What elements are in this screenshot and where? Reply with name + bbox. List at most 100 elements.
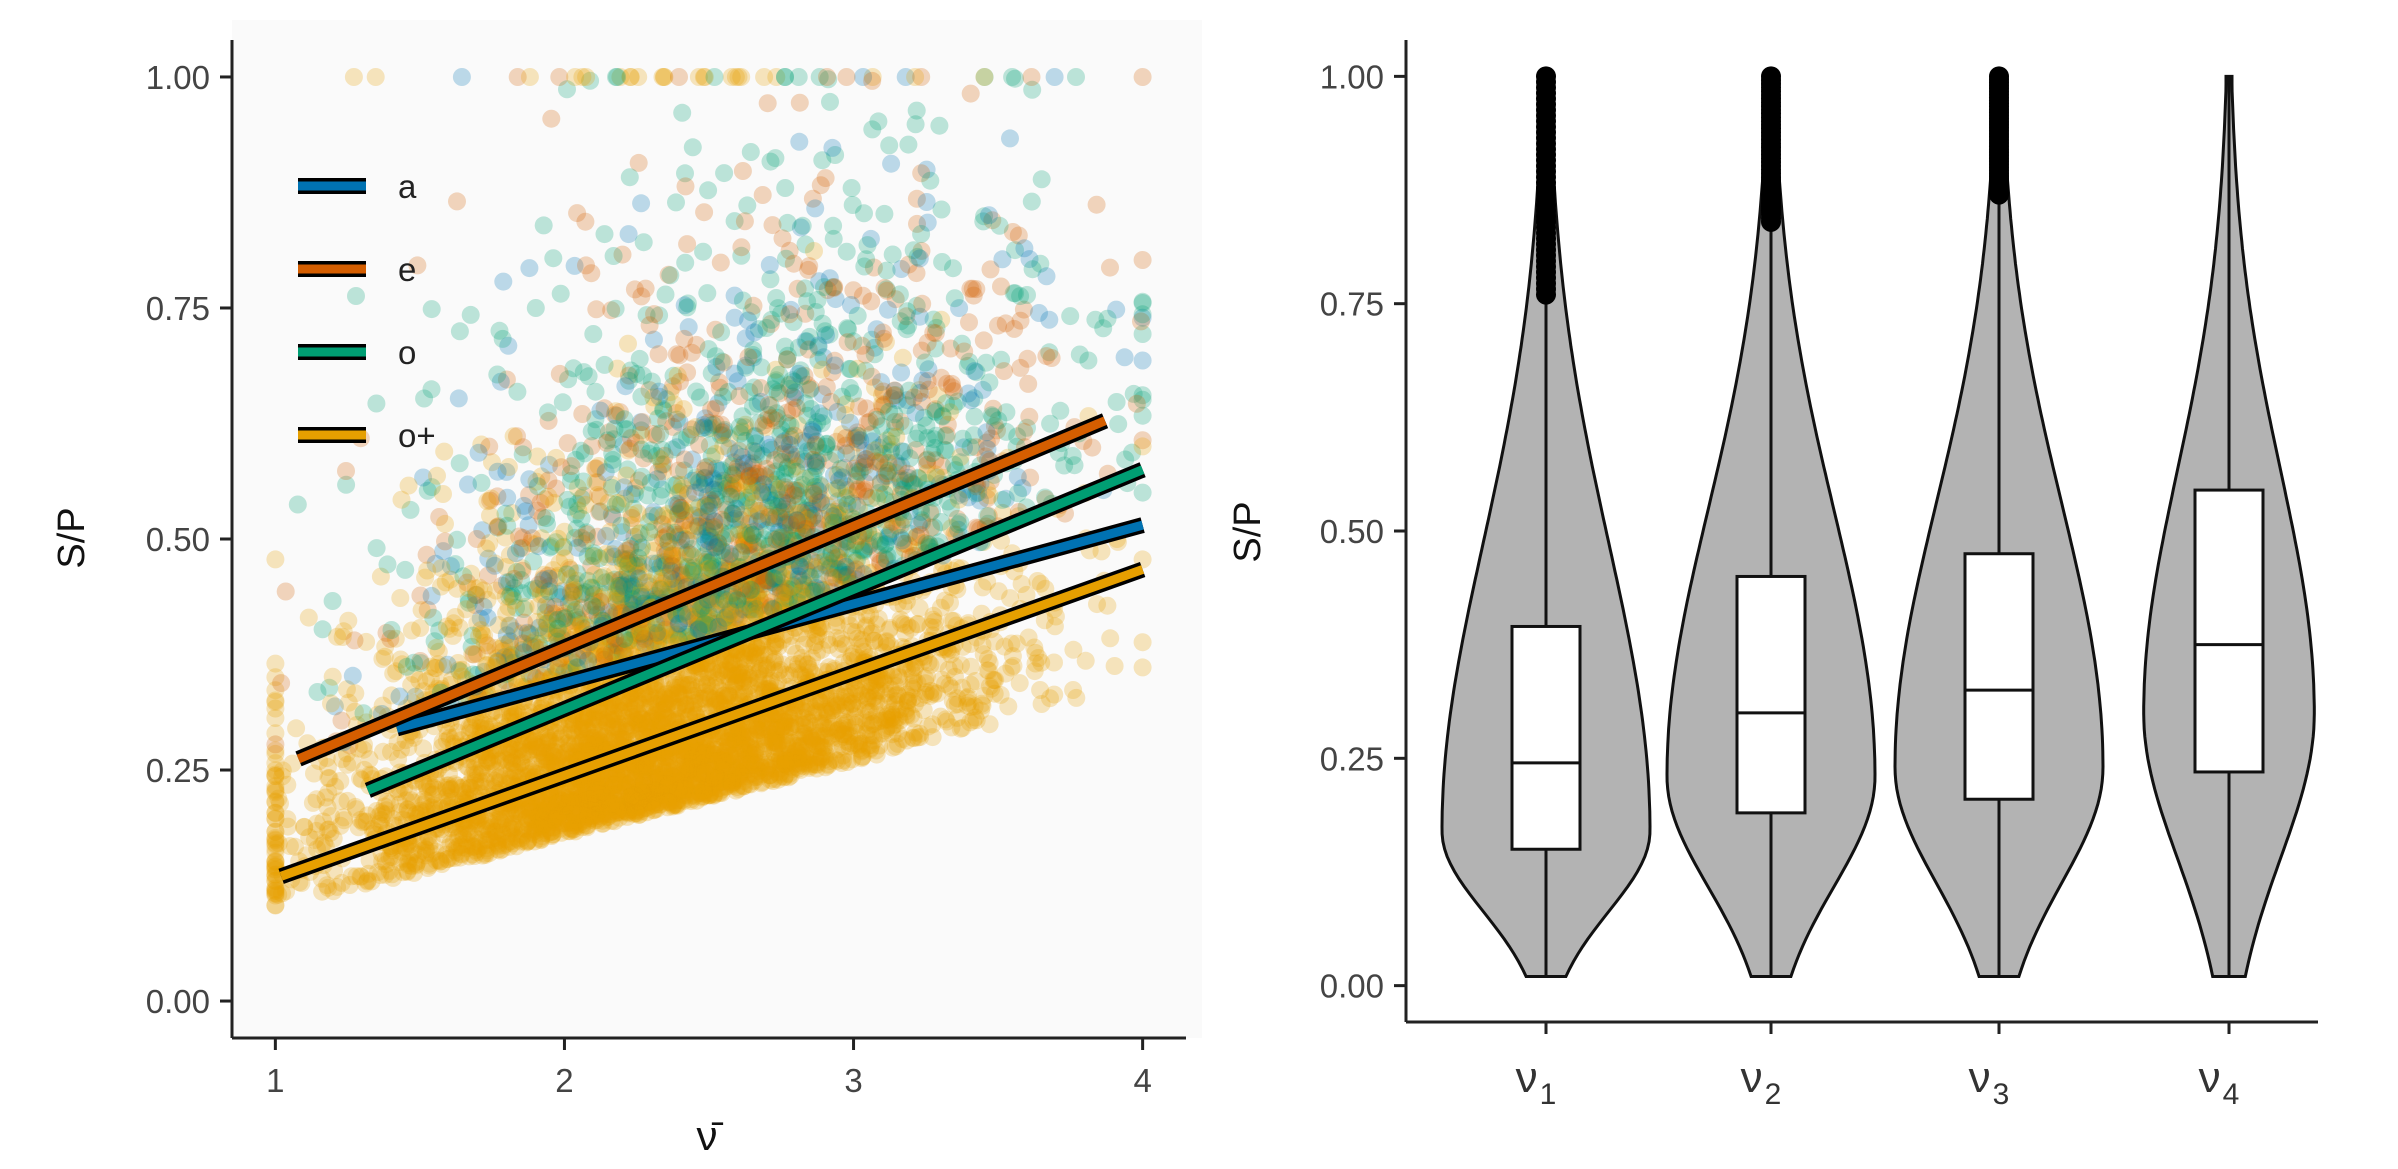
scatter-point bbox=[711, 557, 730, 576]
scatter-point bbox=[276, 582, 295, 601]
scatter-point bbox=[618, 807, 637, 826]
scatter-point bbox=[683, 138, 702, 157]
scatter-point bbox=[703, 755, 721, 774]
scatter-point bbox=[727, 644, 746, 663]
scatter-point bbox=[488, 518, 507, 537]
scatter-point bbox=[839, 320, 858, 339]
scatter-point bbox=[401, 847, 420, 866]
scatter-point bbox=[513, 559, 532, 578]
scatter-point bbox=[566, 612, 585, 630]
scatter-point bbox=[344, 68, 363, 86]
scatter-point bbox=[489, 517, 508, 536]
scatter-point bbox=[758, 94, 777, 113]
scatter-point bbox=[707, 599, 726, 618]
scatter-point bbox=[504, 427, 523, 446]
scatter-point bbox=[453, 660, 472, 679]
scatter-point bbox=[481, 748, 499, 767]
scatter-point bbox=[633, 755, 652, 774]
scatter-point bbox=[708, 537, 727, 556]
scatter-point bbox=[569, 816, 587, 835]
scatter-point bbox=[899, 135, 918, 154]
scatter-point bbox=[864, 726, 883, 745]
scatter-point bbox=[459, 823, 478, 842]
scatter-point bbox=[793, 431, 812, 450]
scatter-point bbox=[349, 818, 368, 837]
scatter-point bbox=[749, 476, 768, 495]
scatter-point bbox=[526, 299, 545, 317]
scatter-point bbox=[716, 474, 735, 493]
scatter-point bbox=[870, 438, 889, 457]
scatter-point bbox=[716, 543, 735, 562]
scatter-point bbox=[630, 723, 649, 742]
scatter-point bbox=[638, 768, 657, 787]
scatter-point bbox=[978, 480, 997, 499]
scatter-point bbox=[650, 786, 669, 805]
scatter-plot-background bbox=[232, 20, 1202, 1038]
scatter-point bbox=[695, 203, 714, 222]
scatter-point bbox=[630, 800, 649, 819]
scatter-point bbox=[649, 382, 668, 401]
scatter-point bbox=[613, 776, 632, 795]
scatter-point bbox=[735, 662, 754, 681]
scatter-point bbox=[717, 500, 736, 519]
scatter-point bbox=[467, 777, 486, 796]
scatter-point bbox=[319, 769, 338, 788]
scatter-point bbox=[953, 718, 972, 737]
scatter-point bbox=[809, 575, 828, 594]
scatter-point bbox=[572, 584, 591, 603]
scatter-point bbox=[266, 780, 285, 799]
scatter-point bbox=[458, 757, 476, 776]
scatter-point bbox=[671, 538, 690, 557]
scatter-point bbox=[560, 779, 579, 798]
scatter-point bbox=[1011, 358, 1030, 377]
scatter-point bbox=[467, 814, 486, 833]
scatter-point bbox=[730, 752, 749, 771]
scatter-point bbox=[862, 425, 881, 444]
scatter-point bbox=[573, 793, 592, 812]
scatter-point bbox=[863, 68, 882, 86]
scatter-point bbox=[989, 582, 1008, 601]
scatter-point bbox=[826, 445, 845, 464]
scatter-point bbox=[945, 455, 963, 474]
scatter-point bbox=[853, 458, 872, 477]
scatter-point bbox=[611, 68, 630, 86]
scatter-point bbox=[1008, 427, 1027, 446]
scatter-point bbox=[855, 540, 874, 558]
scatter-point bbox=[696, 731, 714, 750]
scatter-point bbox=[516, 635, 535, 654]
scatter-point bbox=[906, 403, 925, 422]
scatter-point bbox=[542, 802, 561, 821]
scatter-point bbox=[542, 109, 561, 128]
scatter-point bbox=[1133, 68, 1152, 86]
scatter-point bbox=[732, 734, 751, 753]
scatter-point bbox=[903, 475, 922, 494]
scatter-point bbox=[838, 319, 857, 338]
scatter-point bbox=[828, 492, 847, 511]
scatter-point bbox=[869, 112, 888, 131]
scatter-point bbox=[315, 833, 334, 852]
scatter-point bbox=[782, 561, 800, 580]
scatter-point bbox=[803, 189, 822, 208]
scatter-point bbox=[753, 186, 772, 204]
scatter-point bbox=[806, 199, 825, 218]
scatter-point bbox=[841, 360, 860, 379]
scatter-point bbox=[569, 610, 588, 629]
scatter-point bbox=[978, 489, 997, 508]
scatter-point bbox=[664, 742, 683, 761]
scatter-point bbox=[796, 235, 815, 254]
scatter-point bbox=[494, 272, 513, 291]
scatter-point bbox=[981, 260, 1000, 279]
scatter-point bbox=[534, 804, 553, 823]
scatter-point bbox=[749, 682, 768, 700]
scatter-point bbox=[806, 748, 825, 767]
scatter-point bbox=[424, 778, 443, 797]
scatter-point bbox=[347, 287, 365, 305]
scatter-point bbox=[716, 751, 735, 770]
scatter-point bbox=[493, 840, 511, 859]
scatter-point bbox=[654, 762, 672, 781]
scatter-point bbox=[899, 468, 918, 487]
scatter-point bbox=[718, 759, 737, 778]
scatter-point bbox=[857, 250, 876, 269]
scatter-point bbox=[567, 790, 586, 809]
scatter-point bbox=[978, 507, 997, 526]
